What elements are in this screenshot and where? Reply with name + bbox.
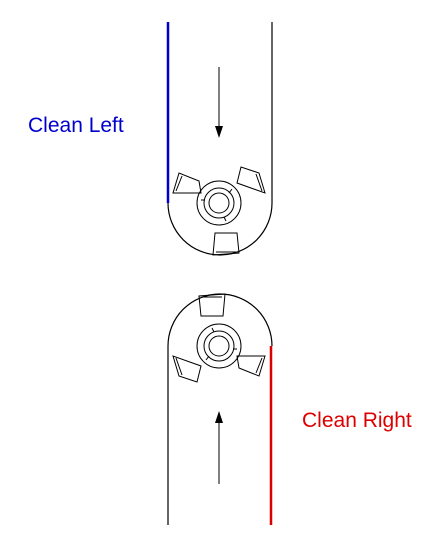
bottom-cut-group: Clean Right [167, 293, 412, 525]
bottom-cutter-icon [172, 293, 266, 383]
top-cutter-icon [172, 166, 266, 256]
label-clean-left: Clean Left [28, 114, 124, 137]
bottom-slot-outline [167, 293, 273, 525]
arrow-down-icon [215, 67, 223, 138]
label-clean-right: Clean Right [302, 409, 412, 432]
top-slot-outline [167, 22, 273, 256]
arrow-up-icon [215, 411, 223, 484]
top-cut-group: Clean Left [28, 22, 273, 256]
